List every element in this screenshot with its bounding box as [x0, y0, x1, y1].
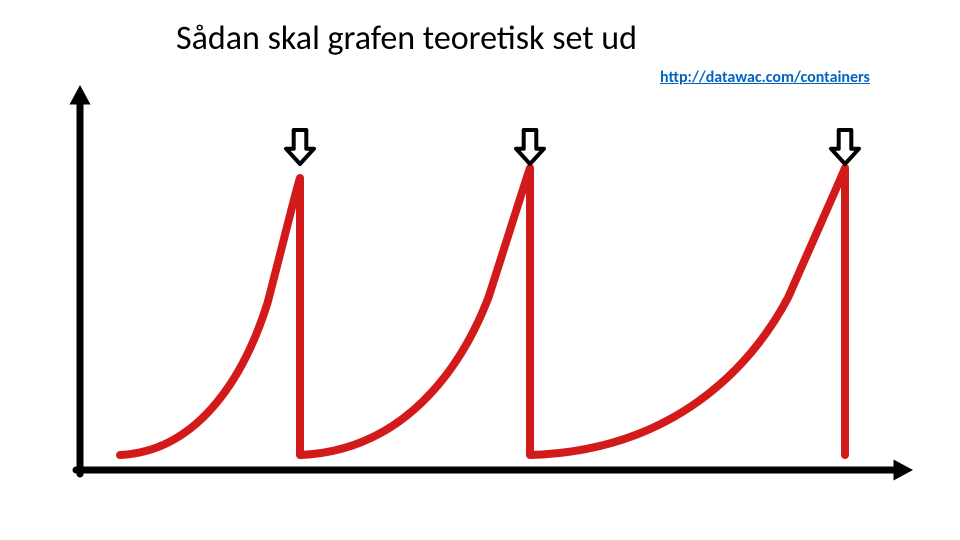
event-marker-3 [831, 130, 859, 164]
y-axis-arrowhead [70, 85, 91, 105]
diagram-canvas [0, 0, 960, 540]
sawtooth-curve [120, 168, 845, 455]
x-axis-arrowhead [894, 460, 914, 481]
event-marker-1 [286, 130, 314, 164]
event-marker-2 [516, 130, 544, 164]
